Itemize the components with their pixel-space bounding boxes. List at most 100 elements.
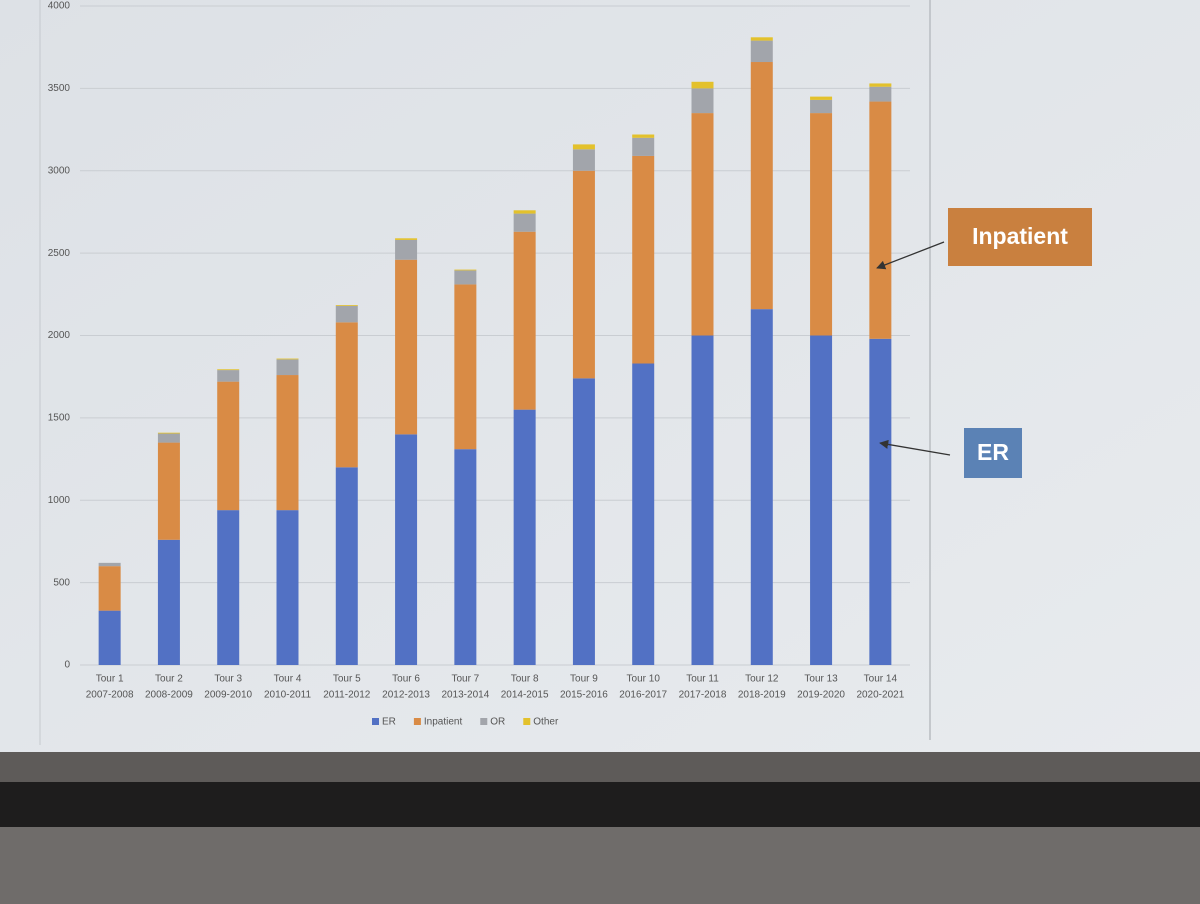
bar-segment: [750, 62, 773, 310]
bar-segment: [217, 510, 240, 665]
bar-segment: [395, 434, 418, 665]
bar-segment: [810, 335, 833, 665]
wall-band: [0, 782, 1200, 827]
y-tick-label: 1500: [48, 413, 71, 424]
bar-segment: [276, 359, 299, 376]
x-tick-label: Tour 11: [686, 674, 719, 685]
y-tick-label: 3000: [48, 165, 71, 176]
x-tick-label: Tour 6: [392, 674, 420, 685]
bar-segment: [157, 433, 180, 443]
x-tick-label: 2016-2017: [619, 690, 667, 701]
x-tick-label: 2013-2014: [441, 690, 489, 701]
bar-segment: [276, 358, 299, 360]
x-tick-label: 2014-2015: [501, 690, 549, 701]
bar-segment: [869, 86, 892, 102]
bar-segment: [276, 510, 299, 665]
screen-frame: [0, 752, 1200, 782]
bar-segment: [691, 335, 714, 665]
y-tick-label: 0: [64, 660, 70, 671]
legend-swatch: [523, 718, 531, 725]
legend-swatch: [413, 718, 421, 725]
x-tick-label: Tour 9: [570, 674, 598, 685]
y-tick-label: 500: [53, 577, 70, 588]
x-tick-label: 2012-2013: [382, 690, 430, 701]
bar-segment: [217, 369, 240, 371]
y-tick-label: 2000: [48, 330, 71, 341]
callout-box: [964, 428, 1022, 478]
bar-segment: [98, 562, 121, 567]
callout-box: [948, 208, 1092, 266]
bar-segment: [454, 449, 477, 665]
bar-segment: [454, 269, 477, 271]
bar-segment: [691, 81, 714, 89]
bar-segment: [335, 305, 358, 306]
y-tick-label: 3500: [48, 83, 71, 94]
x-tick-label: Tour 8: [511, 674, 539, 685]
x-tick-label: 2011-2012: [323, 690, 371, 701]
x-tick-label: 2010-2011: [264, 690, 312, 701]
x-tick-label: 2018-2019: [738, 690, 786, 701]
y-tick-label: 2500: [48, 248, 71, 259]
bar-segment: [750, 40, 773, 63]
legend-label: ER: [382, 717, 396, 728]
bar-segment: [869, 338, 892, 665]
bar-segment: [513, 210, 536, 214]
x-tick-label: Tour 7: [451, 674, 479, 685]
legend-label: Other: [533, 717, 559, 728]
y-tick-label: 4000: [48, 1, 71, 12]
bar-segment: [572, 149, 595, 171]
bar-segment: [335, 467, 358, 665]
x-tick-label: Tour 4: [274, 674, 302, 685]
callout-text: Inpatient: [972, 223, 1068, 249]
bar-segment: [98, 566, 121, 611]
x-tick-label: Tour 13: [804, 674, 838, 685]
bar-segment: [513, 231, 536, 410]
callout-arrow: [876, 241, 945, 270]
bar-segment: [157, 442, 180, 540]
bar-segment: [691, 88, 714, 114]
bar-segment: [572, 170, 595, 379]
x-tick-label: Tour 3: [214, 674, 242, 685]
bar-segment: [217, 381, 240, 511]
bar-segment: [217, 370, 240, 382]
bar-segment: [335, 305, 358, 323]
bar-segment: [513, 213, 536, 232]
x-tick-label: 2017-2018: [679, 690, 727, 701]
bar-segment: [632, 155, 655, 364]
x-tick-label: Tour 14: [864, 674, 898, 685]
x-tick-label: 2015-2016: [560, 690, 608, 701]
x-tick-label: Tour 12: [745, 674, 779, 685]
bar-segment: [157, 539, 180, 665]
legend-swatch: [372, 718, 379, 725]
x-tick-label: 2009-2010: [204, 690, 252, 701]
x-tick-label: 2008-2009: [145, 690, 193, 701]
legend-label: OR: [490, 717, 505, 728]
bar-segment: [810, 113, 833, 336]
bar-segment: [572, 144, 595, 150]
bar-segment: [750, 309, 773, 665]
bar-segment: [335, 322, 358, 468]
bar-segment: [98, 610, 121, 665]
callout-text: ER: [977, 439, 1009, 465]
legend-swatch: [480, 718, 488, 725]
bar-segment: [395, 239, 418, 260]
bar-segment: [810, 96, 833, 100]
bar-segment: [276, 375, 299, 511]
x-tick-label: Tour 2: [155, 674, 183, 685]
bar-segment: [810, 99, 833, 114]
x-tick-label: 2020-2021: [856, 690, 904, 701]
bar-segment: [869, 83, 892, 87]
x-tick-label: Tour 10: [627, 674, 661, 685]
bar-segment: [632, 363, 655, 665]
bar-segment: [454, 284, 477, 450]
callout-arrow: [879, 439, 951, 456]
x-tick-label: 2019-2020: [797, 690, 845, 701]
bar-segment: [632, 137, 655, 156]
bar-segment: [750, 37, 773, 41]
bar-segment: [395, 259, 418, 435]
x-tick-label: Tour 1: [96, 674, 124, 685]
bar-segment: [691, 113, 714, 336]
bar-segment: [454, 270, 477, 285]
